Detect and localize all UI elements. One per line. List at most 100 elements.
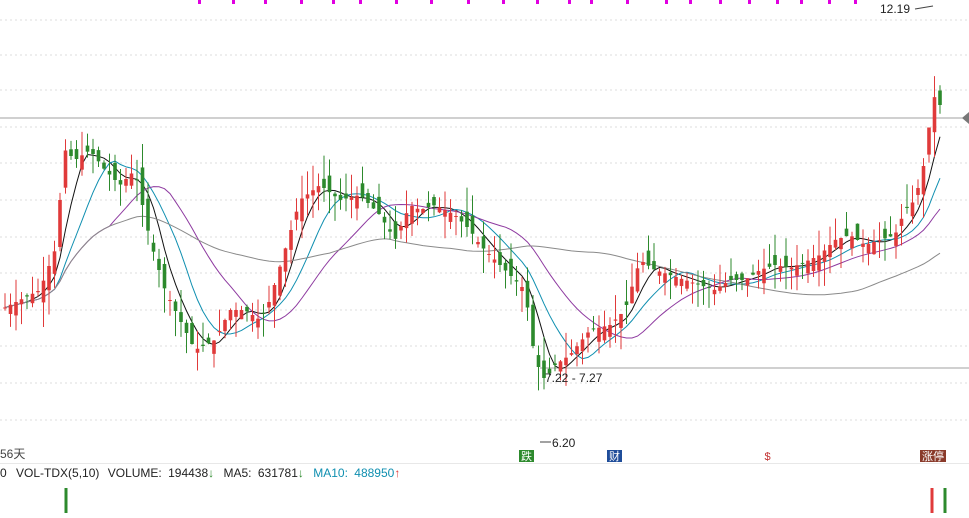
event-badge[interactable]: 跌: [519, 449, 534, 463]
candle[interactable]: [564, 332, 568, 386]
candle[interactable]: [487, 245, 491, 263]
candle[interactable]: [173, 299, 178, 337]
event-badge[interactable]: 涨停: [920, 449, 946, 463]
candle[interactable]: [784, 238, 788, 290]
candle[interactable]: [349, 174, 354, 219]
candle[interactable]: [624, 279, 629, 325]
candle[interactable]: [734, 271, 739, 292]
candle[interactable]: [91, 138, 95, 174]
candle[interactable]: [778, 258, 783, 282]
candle[interactable]: [795, 245, 799, 291]
candle[interactable]: [657, 268, 662, 285]
candle[interactable]: [58, 192, 62, 252]
candle[interactable]: [701, 270, 706, 305]
candle[interactable]: [652, 243, 656, 270]
candle[interactable]: [492, 236, 497, 279]
candle[interactable]: [179, 289, 183, 337]
candle[interactable]: [707, 280, 711, 308]
candle[interactable]: [855, 223, 860, 241]
candle[interactable]: [690, 274, 695, 304]
candle[interactable]: [712, 274, 717, 306]
candle[interactable]: [806, 249, 810, 283]
candle[interactable]: [866, 237, 871, 266]
candle[interactable]: [118, 168, 123, 206]
candle[interactable]: [861, 229, 865, 263]
candle[interactable]: [437, 197, 442, 214]
candle[interactable]: [74, 140, 79, 168]
candle[interactable]: [751, 264, 755, 276]
candle[interactable]: [844, 212, 849, 237]
candle[interactable]: [756, 259, 761, 289]
candle[interactable]: [69, 140, 73, 160]
candle[interactable]: [382, 212, 387, 240]
candle[interactable]: [217, 309, 222, 336]
candle[interactable]: [360, 166, 365, 202]
candle[interactable]: [663, 266, 667, 296]
candle[interactable]: [289, 220, 293, 264]
candle[interactable]: [740, 271, 744, 291]
candle[interactable]: [767, 244, 772, 269]
event-badge[interactable]: 财: [607, 449, 622, 463]
candle[interactable]: [245, 304, 249, 322]
candle[interactable]: [272, 283, 277, 328]
candle[interactable]: [932, 76, 937, 158]
candle[interactable]: [250, 302, 255, 332]
candle[interactable]: [135, 159, 139, 202]
candle[interactable]: [388, 210, 392, 240]
event-badges[interactable]: 跌 财 $ 涨停: [519, 449, 946, 463]
candle[interactable]: [305, 171, 310, 216]
candle[interactable]: [294, 198, 299, 231]
candle[interactable]: [762, 248, 766, 295]
candle[interactable]: [371, 194, 376, 210]
candle[interactable]: [322, 155, 326, 202]
candle[interactable]: [448, 199, 453, 230]
candle[interactable]: [201, 322, 205, 352]
candle[interactable]: [553, 354, 557, 372]
candle[interactable]: [558, 360, 563, 381]
candle[interactable]: [850, 231, 854, 256]
candle[interactable]: [646, 235, 651, 270]
candle[interactable]: [789, 257, 794, 290]
candle[interactable]: [404, 190, 409, 243]
candle[interactable]: [426, 191, 431, 222]
candle[interactable]: [476, 236, 480, 248]
candle[interactable]: [597, 315, 601, 354]
candle[interactable]: [432, 194, 436, 216]
candle[interactable]: [938, 85, 942, 114]
candle[interactable]: [674, 268, 678, 288]
candle[interactable]: [888, 216, 893, 237]
candle[interactable]: [921, 158, 926, 218]
candle[interactable]: [102, 160, 106, 170]
candle[interactable]: [630, 263, 634, 304]
candle[interactable]: [668, 259, 673, 300]
candle[interactable]: [811, 244, 816, 278]
candle[interactable]: [30, 276, 35, 308]
candle[interactable]: [520, 277, 524, 312]
candle[interactable]: [910, 185, 915, 224]
candle[interactable]: [514, 266, 519, 296]
candle[interactable]: [679, 275, 684, 295]
candle[interactable]: [569, 339, 574, 357]
candle[interactable]: [525, 267, 530, 321]
candle[interactable]: [300, 175, 304, 239]
candle[interactable]: [586, 327, 590, 353]
candle[interactable]: [833, 218, 838, 251]
candle[interactable]: [140, 143, 145, 227]
candle[interactable]: [223, 318, 227, 339]
candle[interactable]: [399, 221, 403, 240]
candle[interactable]: [536, 345, 541, 391]
candle[interactable]: [107, 153, 112, 191]
candle[interactable]: [47, 254, 51, 315]
candle[interactable]: [316, 173, 321, 211]
candle[interactable]: [14, 279, 18, 331]
candle[interactable]: [278, 264, 282, 301]
candle[interactable]: [696, 270, 700, 307]
candle[interactable]: [25, 293, 29, 310]
candle[interactable]: [261, 304, 266, 337]
candle[interactable]: [454, 210, 458, 236]
candle[interactable]: [338, 178, 343, 210]
candle[interactable]: [19, 292, 24, 325]
candle[interactable]: [366, 188, 370, 209]
